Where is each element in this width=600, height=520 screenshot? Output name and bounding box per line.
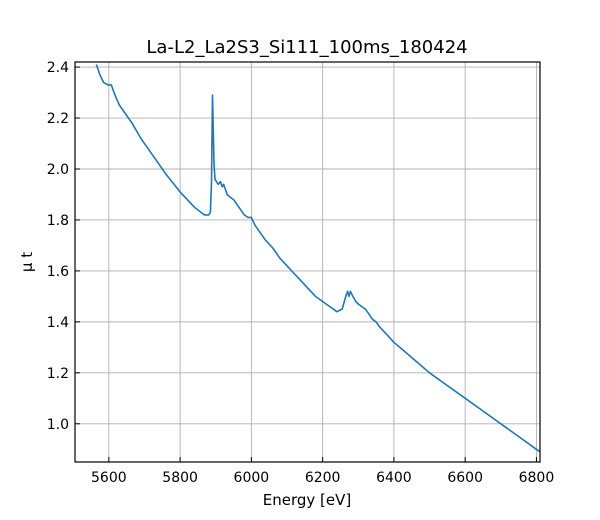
y-tick-label: 2.2	[47, 111, 69, 127]
x-tick-label: 6200	[305, 470, 341, 486]
y-tick-label: 1.8	[47, 213, 69, 229]
y-axis: 1.0 1.2 1.4 1.6 1.8 2.0 2.2 2.4	[47, 60, 80, 433]
y-tick-label: 2.0	[47, 162, 69, 178]
x-tick-label: 5800	[162, 470, 198, 486]
y-tick-label: 1.4	[47, 315, 69, 331]
y-axis-label: μ t	[18, 252, 36, 272]
chart-title: La-L2_La2S3_Si111_100ms_180424	[146, 37, 467, 58]
y-tick-label: 2.4	[47, 60, 69, 76]
x-tick-label: 6400	[376, 470, 412, 486]
x-tick-label: 6600	[447, 470, 483, 486]
series-layer	[95, 64, 541, 453]
x-axis: 5600 5800 6000 6200 6400 6600 6800	[91, 457, 554, 486]
x-tick-label: 5600	[91, 470, 127, 486]
plot-frame	[74, 61, 541, 463]
grid	[75, 62, 540, 462]
x-axis-label: Energy [eV]	[263, 491, 351, 509]
y-tick-label: 1.2	[47, 366, 69, 382]
y-tick-label: 1.0	[47, 417, 69, 433]
x-tick-label: 6800	[519, 470, 555, 486]
series-line	[95, 64, 541, 453]
y-tick-label: 1.6	[47, 264, 69, 280]
x-tick-label: 6000	[234, 470, 270, 486]
